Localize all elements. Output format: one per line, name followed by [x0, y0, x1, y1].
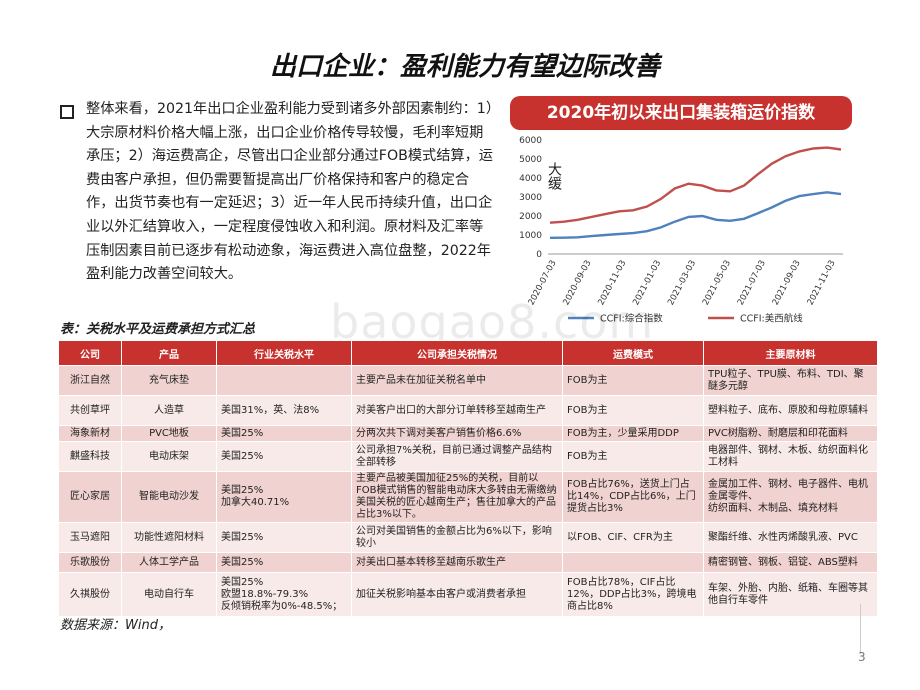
table-cell: 美国25%: [216, 552, 352, 573]
tariff-table: 公司 产品 行业关税水平 公司承担关税情况 运费模式 主要原材料 浙江自然 充气床…: [58, 340, 878, 617]
table-header-row: 公司 产品 行业关税水平 公司承担关税情况 运费模式 主要原材料: [58, 340, 878, 366]
table-row: 玉马遮阳 功能性遮阳材料 美国25% 公司对美国销售的金额占比为6%以下，影响较小 以F…: [58, 522, 878, 553]
table-cell: 海象新材: [58, 425, 122, 442]
header-cell: 公司: [58, 340, 122, 366]
table-cell: FOB为主，少量采用DDP: [562, 425, 704, 442]
table-row: 海象新材 PVC地板 美国25% 分两次共下调对美客户销售价格6.6% FOB为主，少量…: [58, 425, 878, 442]
table-cell: 公司对美国销售的金额占比为6%以下，影响较小: [351, 522, 563, 553]
divider-line: [860, 604, 861, 654]
legend-label: CCFI:美西航线: [740, 313, 803, 325]
table-cell: 聚酯纤维、水性丙烯酸乳液、PVC: [703, 522, 878, 553]
table-cell: 加征关税影响基本由客户或消费者承担: [351, 572, 563, 617]
table-cell: 对美出口基本转移至越南乐歌生产: [351, 552, 563, 573]
table-cell: 车架、外胎、内胎、纸箱、车圈等其他自行车零件: [703, 572, 878, 617]
table-row: 共创草坪 人造草 美国31%，英、法8% 对美客户出口的大部分订单转移至越南生产 FOB…: [58, 395, 878, 426]
series-line-composite: [549, 191, 842, 239]
y-tick-label: 0: [536, 250, 542, 260]
x-tick-label: 2021-07-03: [736, 259, 768, 307]
slide-title: 出口企业：盈利能力有望边际改善: [270, 52, 661, 82]
table-cell: 共创草坪: [58, 395, 122, 426]
table-caption: 表：关税水平及运费承担方式汇总: [60, 322, 256, 337]
data-source: 数据来源：Wind，: [60, 618, 171, 633]
table-cell: 主要产品未在加征关税名单中: [351, 365, 563, 396]
table-cell: FOB占比76%，送货上门占比14%，CDP占比6%，上门提货占比3%: [562, 471, 704, 523]
table-cell: 主要产品被美国加征25%的关税，目前以FOB模式销售的智能电动床大多转由无需缴纳…: [351, 471, 563, 523]
header-cell: 主要原材料: [703, 340, 878, 366]
table-cell: 久祺股份: [58, 572, 122, 617]
header-cell: 运费模式: [562, 340, 704, 366]
table-cell: FOB为主: [562, 365, 704, 396]
table-cell: 电动自行车: [121, 572, 217, 617]
page-number: 3: [858, 650, 866, 664]
table-cell: 美国25%: [216, 441, 352, 472]
y-tick-label: 6000: [519, 136, 542, 146]
table-cell: 电动床架: [121, 441, 217, 472]
table-row: 匠心家居 智能电动沙发 美国25% 加拿大40.71% 主要产品被美国加征25%的关税…: [58, 471, 878, 523]
header-cell: 行业关税水平: [216, 340, 352, 366]
table-row: 乐歌股份 人体工学产品 美国25% 对美出口基本转移至越南乐歌生产 精密钢管、钢板、铝锭…: [58, 552, 878, 573]
table-cell: 美国25%: [216, 522, 352, 553]
table-cell: 塑料粒子、底布、原胶和母粒原辅料: [703, 395, 878, 426]
table-cell: FOB为主: [562, 395, 704, 426]
y-tick-label: 4000: [519, 174, 542, 184]
x-tick-label: 2021-09-03: [771, 259, 803, 307]
table-cell: 对美客户出口的大部分订单转移至越南生产: [351, 395, 563, 426]
table-cell: 精密钢管、钢板、铝锭、ABS塑料: [703, 552, 878, 573]
table-cell: 智能电动沙发: [121, 471, 217, 523]
table-cell: FOB为主: [562, 441, 704, 472]
header-cell: 公司承担关税情况: [351, 340, 563, 366]
table-row: 浙江自然 充气床垫 主要产品未在加征关税名单中 FOB为主 TPU粒子、TPU膜、布料、…: [58, 365, 878, 396]
table-cell: 电器部件、钢材、木板、纺织面料化工材料: [703, 441, 878, 472]
y-tick-label: 1000: [519, 231, 542, 241]
table-cell: 美国25%: [216, 425, 352, 442]
table-cell: 人体工学产品: [121, 552, 217, 573]
table-cell: 美国25% 欧盟18.8%-79.3% 反倾销税率为0%-48.5%；: [216, 572, 352, 617]
table-cell: 金属加工件、钢材、电子器件、电机金属零件、 纺织面料、木制品、填充材料: [703, 471, 878, 523]
table-cell: TPU粒子、TPU膜、布料、TDI、聚醚多元醇: [703, 365, 878, 396]
table-cell: 分两次共下调对美客户销售价格6.6%: [351, 425, 563, 442]
y-tick-label: 5000: [519, 155, 542, 165]
table-cell: 浙江自然: [58, 365, 122, 396]
table-cell: 人造草: [121, 395, 217, 426]
table-cell: FOB占比78%，CIF占比12%，DDP占比3%，跨境电商占比8%: [562, 572, 704, 617]
table-cell: 公司承担7%关税，目前已通过调整产品结构全部转移: [351, 441, 563, 472]
table-cell: 麒盛科技: [58, 441, 122, 472]
table-cell: [562, 552, 704, 573]
x-tick-label: 2021-11-03: [806, 259, 838, 307]
table-cell: 匠心家居: [58, 471, 122, 523]
table-cell: PVC树脂粉、耐磨层和印花面料: [703, 425, 878, 442]
x-tick-label: 2021-03-03: [666, 259, 698, 307]
chart-annotation: 大缓: [546, 162, 562, 190]
body-paragraph: 整体来看，2021年出口企业盈利能力受到诸多外部因素制约：1）大宗原材料价格大幅…: [86, 101, 493, 283]
table-row: 久祺股份 电动自行车 美国25% 欧盟18.8%-79.3% 反倾销税率为0%-48…: [58, 572, 878, 617]
series-line-us-west: [549, 146, 842, 224]
table-cell: 美国25% 加拿大40.71%: [216, 471, 352, 523]
y-tick-label: 3000: [519, 193, 542, 203]
table-cell: 充气床垫: [121, 365, 217, 396]
table-cell: 功能性遮阳材料: [121, 522, 217, 553]
table-cell: 美国31%，英、法8%: [216, 395, 352, 426]
chart-title: 2020年初以来出口集装箱运价指数: [510, 96, 852, 130]
y-tick-label: 2000: [519, 212, 542, 222]
table-cell: 玉马遮阳: [58, 522, 122, 553]
table-cell: [216, 365, 352, 396]
table-row: 麒盛科技 电动床架 美国25% 公司承担7%关税，目前已通过调整产品结构全部转移 FOB…: [58, 441, 878, 472]
table-cell: 以FOB、CIF、CFR为主: [562, 522, 704, 553]
x-tick-label: 2021-05-03: [701, 259, 733, 307]
table-cell: 乐歌股份: [58, 552, 122, 573]
bullet-square-icon: [60, 105, 74, 119]
table-cell: PVC地板: [121, 425, 217, 442]
header-cell: 产品: [121, 340, 217, 366]
legend-label: CCFI:综合指数: [600, 313, 663, 325]
